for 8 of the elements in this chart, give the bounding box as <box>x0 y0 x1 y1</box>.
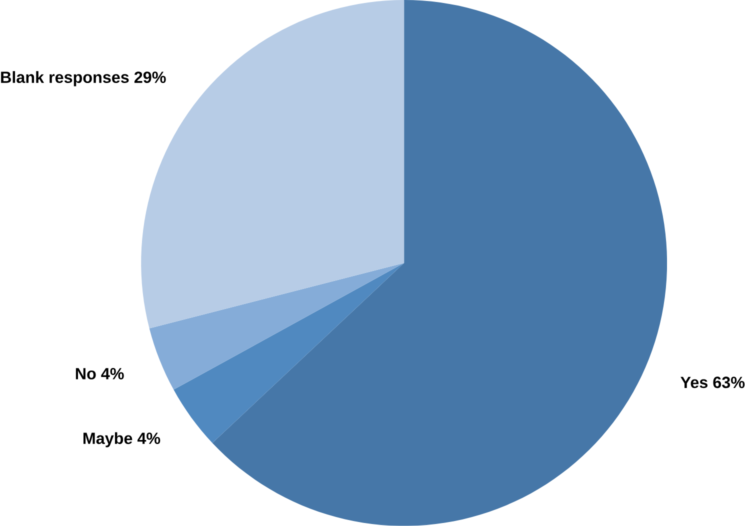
data-label: 29% <box>134 72 166 84</box>
slice-label: Blank responses <box>1 71 129 86</box>
data-label: 4% <box>137 432 160 444</box>
data-label: 63% <box>713 376 745 388</box>
data-label: 4% <box>101 368 124 380</box>
slice-label: No <box>76 368 96 380</box>
slice-label: Maybe <box>83 432 132 448</box>
slice-label: Yes <box>680 376 708 388</box>
